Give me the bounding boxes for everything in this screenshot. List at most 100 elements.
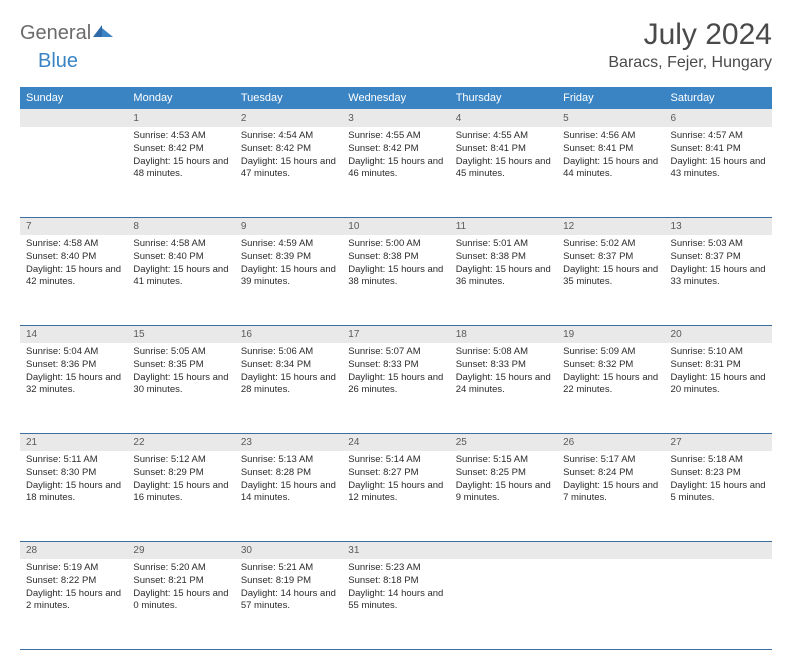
day-cell: Sunrise: 4:58 AMSunset: 8:40 PMDaylight:… (127, 235, 234, 325)
daylight-text: Daylight: 15 hours and 26 minutes. (348, 372, 443, 398)
daylight-text: Daylight: 15 hours and 32 minutes. (26, 372, 121, 398)
day-cell: Sunrise: 4:55 AMSunset: 8:42 PMDaylight:… (342, 127, 449, 217)
sunrise-text: Sunrise: 5:04 AM (26, 346, 121, 359)
sunset-text: Sunset: 8:28 PM (241, 467, 336, 480)
calendar-body: 123456Sunrise: 4:53 AMSunset: 8:42 PMDay… (20, 109, 772, 649)
day-number: 4 (450, 109, 557, 127)
sunset-text: Sunset: 8:42 PM (241, 143, 336, 156)
sunrise-text: Sunrise: 4:57 AM (671, 130, 766, 143)
day-cell: Sunrise: 5:15 AMSunset: 8:25 PMDaylight:… (450, 451, 557, 541)
day-content: Sunrise: 4:58 AMSunset: 8:40 PMDaylight:… (127, 235, 234, 295)
day-number: 7 (20, 217, 127, 235)
day-number: 31 (342, 541, 449, 559)
day-content: Sunrise: 5:05 AMSunset: 8:35 PMDaylight:… (127, 343, 234, 403)
day-cell: Sunrise: 4:54 AMSunset: 8:42 PMDaylight:… (235, 127, 342, 217)
day-number: 11 (450, 217, 557, 235)
day-content: Sunrise: 5:03 AMSunset: 8:37 PMDaylight:… (665, 235, 772, 295)
week-row: Sunrise: 5:11 AMSunset: 8:30 PMDaylight:… (20, 451, 772, 541)
sunrise-text: Sunrise: 5:09 AM (563, 346, 658, 359)
dayhead-fri: Friday (557, 87, 664, 109)
sunrise-text: Sunrise: 4:59 AM (241, 238, 336, 251)
daylight-text: Daylight: 15 hours and 44 minutes. (563, 156, 658, 182)
day-cell: Sunrise: 5:07 AMSunset: 8:33 PMDaylight:… (342, 343, 449, 433)
dayhead-mon: Monday (127, 87, 234, 109)
day-content: Sunrise: 5:11 AMSunset: 8:30 PMDaylight:… (20, 451, 127, 511)
sunrise-text: Sunrise: 5:11 AM (26, 454, 121, 467)
sunset-text: Sunset: 8:23 PM (671, 467, 766, 480)
day-cell: Sunrise: 5:00 AMSunset: 8:38 PMDaylight:… (342, 235, 449, 325)
daynum-row: 14151617181920 (20, 325, 772, 343)
day-content: Sunrise: 5:13 AMSunset: 8:28 PMDaylight:… (235, 451, 342, 511)
sunrise-text: Sunrise: 5:01 AM (456, 238, 551, 251)
day-content: Sunrise: 5:08 AMSunset: 8:33 PMDaylight:… (450, 343, 557, 403)
day-number: 13 (665, 217, 772, 235)
day-content: Sunrise: 5:07 AMSunset: 8:33 PMDaylight:… (342, 343, 449, 403)
day-cell: Sunrise: 5:14 AMSunset: 8:27 PMDaylight:… (342, 451, 449, 541)
sunset-text: Sunset: 8:38 PM (456, 251, 551, 264)
sunset-text: Sunset: 8:41 PM (563, 143, 658, 156)
day-number: 12 (557, 217, 664, 235)
day-cell: Sunrise: 5:03 AMSunset: 8:37 PMDaylight:… (665, 235, 772, 325)
sunrise-text: Sunrise: 5:21 AM (241, 562, 336, 575)
sunset-text: Sunset: 8:42 PM (133, 143, 228, 156)
sunset-text: Sunset: 8:37 PM (563, 251, 658, 264)
day-cell: Sunrise: 4:58 AMSunset: 8:40 PMDaylight:… (20, 235, 127, 325)
day-number: 8 (127, 217, 234, 235)
day-content: Sunrise: 4:53 AMSunset: 8:42 PMDaylight:… (127, 127, 234, 187)
logo-flag-icon (93, 23, 115, 44)
day-content: Sunrise: 4:55 AMSunset: 8:42 PMDaylight:… (342, 127, 449, 187)
sunrise-text: Sunrise: 4:58 AM (133, 238, 228, 251)
day-content: Sunrise: 5:14 AMSunset: 8:27 PMDaylight:… (342, 451, 449, 511)
daylight-text: Daylight: 15 hours and 41 minutes. (133, 264, 228, 290)
sunset-text: Sunset: 8:33 PM (348, 359, 443, 372)
sunrise-text: Sunrise: 5:07 AM (348, 346, 443, 359)
daylight-text: Daylight: 15 hours and 24 minutes. (456, 372, 551, 398)
day-cell (450, 559, 557, 649)
daynum-row: 123456 (20, 109, 772, 127)
sunrise-text: Sunrise: 4:54 AM (241, 130, 336, 143)
dayhead-sat: Saturday (665, 87, 772, 109)
day-content: Sunrise: 5:20 AMSunset: 8:21 PMDaylight:… (127, 559, 234, 619)
daylight-text: Daylight: 15 hours and 47 minutes. (241, 156, 336, 182)
sunset-text: Sunset: 8:29 PM (133, 467, 228, 480)
calendar-table: Sunday Monday Tuesday Wednesday Thursday… (20, 87, 772, 650)
month-title: July 2024 (608, 18, 772, 52)
day-cell: Sunrise: 5:09 AMSunset: 8:32 PMDaylight:… (557, 343, 664, 433)
daylight-text: Daylight: 15 hours and 20 minutes. (671, 372, 766, 398)
day-content: Sunrise: 5:00 AMSunset: 8:38 PMDaylight:… (342, 235, 449, 295)
daylight-text: Daylight: 15 hours and 43 minutes. (671, 156, 766, 182)
day-content: Sunrise: 5:12 AMSunset: 8:29 PMDaylight:… (127, 451, 234, 511)
sunrise-text: Sunrise: 5:19 AM (26, 562, 121, 575)
day-content: Sunrise: 5:04 AMSunset: 8:36 PMDaylight:… (20, 343, 127, 403)
day-number: 24 (342, 433, 449, 451)
day-number: 30 (235, 541, 342, 559)
daylight-text: Daylight: 15 hours and 48 minutes. (133, 156, 228, 182)
day-number: 25 (450, 433, 557, 451)
day-cell: Sunrise: 5:23 AMSunset: 8:18 PMDaylight:… (342, 559, 449, 649)
location: Baracs, Fejer, Hungary (608, 54, 772, 72)
day-number: 28 (20, 541, 127, 559)
sunset-text: Sunset: 8:27 PM (348, 467, 443, 480)
sunrise-text: Sunrise: 5:06 AM (241, 346, 336, 359)
day-number: 14 (20, 325, 127, 343)
day-cell: Sunrise: 4:56 AMSunset: 8:41 PMDaylight:… (557, 127, 664, 217)
day-content: Sunrise: 5:21 AMSunset: 8:19 PMDaylight:… (235, 559, 342, 619)
day-content: Sunrise: 5:06 AMSunset: 8:34 PMDaylight:… (235, 343, 342, 403)
sunrise-text: Sunrise: 5:14 AM (348, 454, 443, 467)
daylight-text: Daylight: 15 hours and 42 minutes. (26, 264, 121, 290)
day-content: Sunrise: 5:02 AMSunset: 8:37 PMDaylight:… (557, 235, 664, 295)
day-cell: Sunrise: 5:18 AMSunset: 8:23 PMDaylight:… (665, 451, 772, 541)
day-number: 16 (235, 325, 342, 343)
sunset-text: Sunset: 8:34 PM (241, 359, 336, 372)
sunset-text: Sunset: 8:36 PM (26, 359, 121, 372)
daylight-text: Daylight: 15 hours and 28 minutes. (241, 372, 336, 398)
day-number: 26 (557, 433, 664, 451)
sunrise-text: Sunrise: 5:20 AM (133, 562, 228, 575)
day-cell: Sunrise: 5:21 AMSunset: 8:19 PMDaylight:… (235, 559, 342, 649)
logo-text-general: General (20, 22, 91, 45)
daylight-text: Daylight: 15 hours and 18 minutes. (26, 480, 121, 506)
day-header-row: Sunday Monday Tuesday Wednesday Thursday… (20, 87, 772, 109)
day-number: 17 (342, 325, 449, 343)
day-cell: Sunrise: 5:01 AMSunset: 8:38 PMDaylight:… (450, 235, 557, 325)
sunrise-text: Sunrise: 4:55 AM (456, 130, 551, 143)
